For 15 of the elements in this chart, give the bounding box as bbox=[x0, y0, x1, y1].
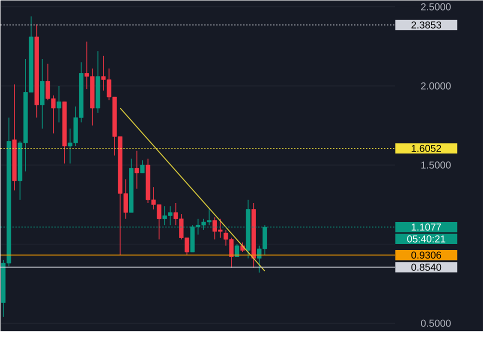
ref-line-label: 2.3853 bbox=[411, 21, 442, 29]
y-tick-label: 2.0000 bbox=[421, 82, 451, 90]
candlestick bbox=[40, 58, 44, 130]
text: 05:40:21 bbox=[407, 235, 446, 242]
ref-line-label: 0.8540 bbox=[411, 264, 442, 271]
ref-line-label: 1.1077 bbox=[412, 224, 442, 231]
y-tick-label: 2.5000 bbox=[421, 3, 451, 10]
candlestick bbox=[140, 160, 145, 174]
y-tick-label: 0.5000 bbox=[420, 320, 451, 327]
ref-line-label: 0.9306 bbox=[411, 252, 442, 259]
candlestick bbox=[134, 150, 140, 190]
y-tick-label: 1.5000 bbox=[421, 162, 451, 169]
candlestick bbox=[56, 86, 62, 123]
ref-line-label: 1.6052 bbox=[412, 144, 442, 152]
candlestick bbox=[234, 244, 240, 258]
